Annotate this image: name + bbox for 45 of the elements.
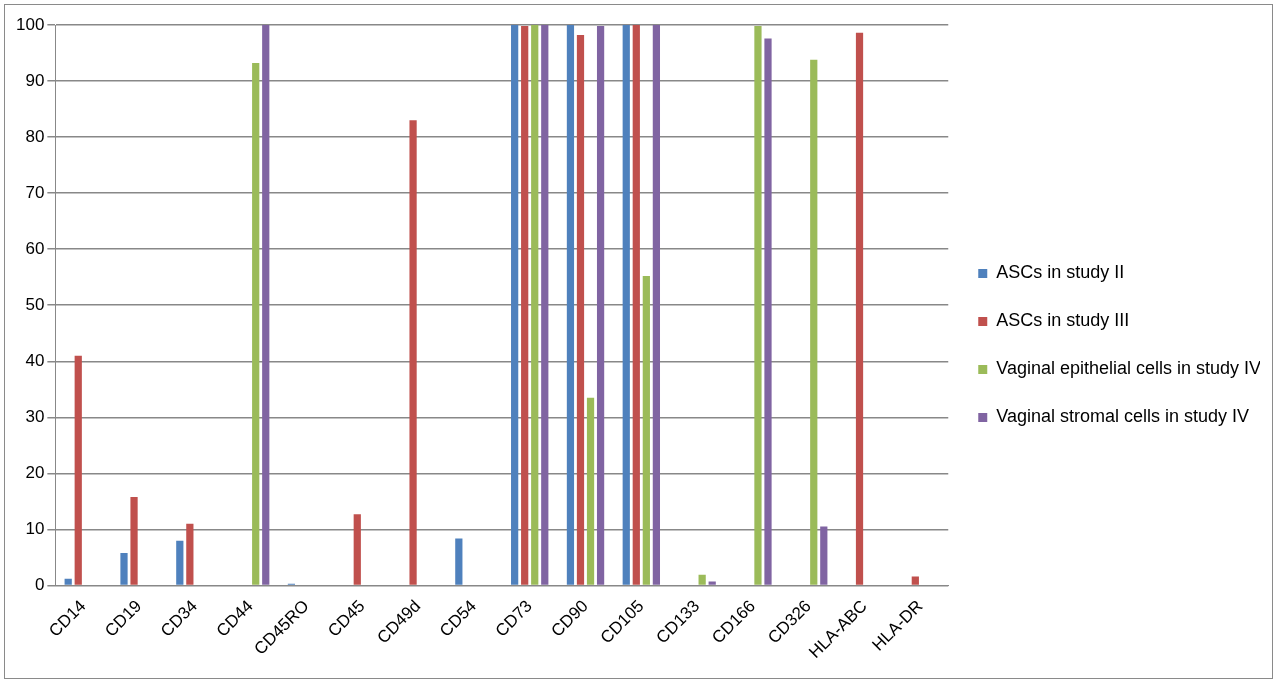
bar [409,120,417,585]
bar [708,581,716,585]
bar [130,496,138,585]
bar [353,514,361,585]
legend-label: ASCs in study II [996,262,1125,283]
bar [810,59,818,585]
bar [455,538,463,585]
y-tick-label: 30 [25,407,45,427]
bar [186,523,194,585]
y-tick-label: 70 [25,182,45,202]
bar [754,26,762,585]
y-tick-label: 90 [25,70,45,90]
bar [74,355,82,585]
y-tick-label: 80 [25,126,45,146]
y-tick-label: 50 [25,294,45,314]
bar [566,25,575,585]
bar [586,397,595,585]
legend-label: ASCs in study III [996,310,1130,331]
bar [511,25,519,585]
bar [652,25,660,585]
bar [262,25,270,585]
y-tick-label: 20 [25,463,45,483]
bar [820,526,828,585]
bar [576,35,585,585]
bar [521,26,529,585]
bar [596,26,605,585]
y-tick-label: 60 [25,238,45,258]
bar [911,576,919,585]
bar [531,25,539,585]
legend-label: Vaginal stromal cells in study IV [996,406,1250,427]
bar [698,574,706,585]
bar [120,552,128,585]
y-tick-label: 0 [34,575,45,595]
bar [642,276,650,585]
bar [64,578,72,585]
bar [855,32,864,585]
bar [176,540,184,585]
bar [622,25,630,585]
bar [252,63,260,585]
y-tick-label: 40 [25,350,45,370]
y-tick-label: 100 [15,14,45,34]
bar [541,25,549,585]
bar [764,38,772,585]
y-tick-label: 10 [25,519,45,539]
bar [632,25,640,585]
